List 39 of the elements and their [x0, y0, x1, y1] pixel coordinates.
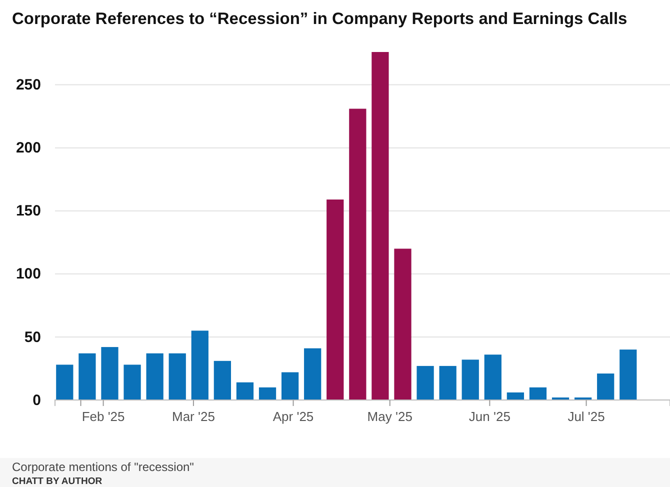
- x-tick-label: Apr '25: [272, 409, 314, 424]
- x-tick-label: Jul '25: [568, 409, 605, 424]
- bar: [506, 392, 524, 400]
- bar: [529, 387, 547, 400]
- y-tick-label: 200: [16, 140, 41, 157]
- bar: [56, 364, 74, 400]
- bar: [78, 353, 96, 400]
- bar: [191, 330, 208, 400]
- bar: [214, 360, 231, 400]
- bar: [620, 350, 637, 400]
- bar: [168, 353, 186, 400]
- chart-title: Corporate References to “Recession” in Company Reports and Earnings Calls: [12, 10, 628, 28]
- x-tick-label: Mar '25: [172, 409, 215, 424]
- y-tick-label: 150: [16, 202, 41, 220]
- y-tick-label: 250: [16, 76, 41, 94]
- text: CHATT BY AUTHOR: [12, 476, 102, 487]
- y-tick-label: 100: [16, 266, 41, 283]
- y-tick-label: 0: [32, 392, 41, 409]
- bar: [124, 364, 141, 400]
- bar: [326, 200, 344, 400]
- bar: [462, 360, 479, 400]
- x-tick-label: May '25: [367, 409, 412, 424]
- bar: [416, 366, 434, 400]
- bar: [146, 353, 164, 400]
- bar: [597, 374, 614, 400]
- bar: [372, 52, 389, 400]
- bar: [236, 382, 254, 400]
- bar: [439, 366, 456, 400]
- x-tick-label: Feb '25: [82, 409, 125, 424]
- bar: [101, 347, 118, 400]
- bar: [258, 387, 276, 400]
- bar: [484, 354, 502, 400]
- bar: [349, 108, 366, 400]
- bar: [281, 372, 299, 400]
- text: Corporate mentions of "recession": [12, 460, 194, 474]
- x-tick-label: Jun '25: [468, 409, 510, 424]
- bar: [304, 348, 322, 400]
- y-tick-label: 50: [24, 328, 41, 346]
- bar: [394, 248, 412, 400]
